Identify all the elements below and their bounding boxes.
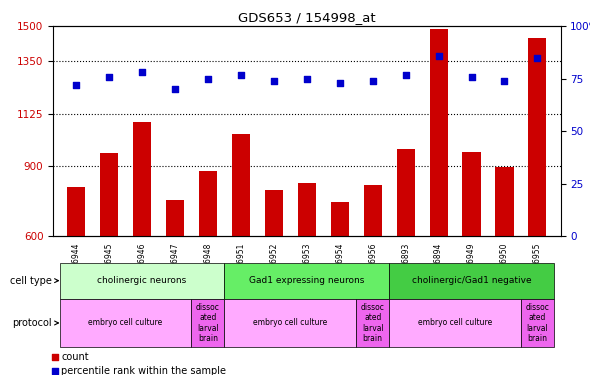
Bar [166,200,184,236]
Bar [521,298,554,347]
Bar [356,298,389,347]
Point [203,76,212,82]
Bar [430,28,448,236]
Point [434,53,443,58]
Text: dissoc
ated
larval
brain: dissoc ated larval brain [360,303,385,343]
Point [533,55,542,61]
Bar [67,187,85,236]
Text: embryo cell culture: embryo cell culture [253,318,327,327]
Point [401,72,411,78]
Bar [363,185,382,236]
Text: cholinergic neurons: cholinergic neurons [97,276,186,285]
Title: GDS653 / 154998_at: GDS653 / 154998_at [238,11,376,24]
Bar [496,167,513,236]
Bar [199,171,217,236]
Bar [389,262,554,298]
Text: dissoc
ated
larval
brain: dissoc ated larval brain [196,303,220,343]
Point [236,72,245,78]
Point [137,69,147,75]
Bar [60,298,192,347]
Text: count: count [61,352,89,362]
Text: embryo cell culture: embryo cell culture [418,318,492,327]
Text: cholinergic/Gad1 negative: cholinergic/Gad1 negative [412,276,532,285]
Text: embryo cell culture: embryo cell culture [88,318,163,327]
Bar [192,298,224,347]
Bar [389,298,521,347]
Text: cell type: cell type [9,276,58,286]
Bar [330,202,349,236]
Bar [529,38,546,236]
Point [500,78,509,84]
Bar [396,149,415,236]
Bar [265,190,283,236]
Point [269,78,278,84]
Point [302,76,312,82]
Point [171,86,180,92]
Bar [100,153,118,236]
Point [104,74,114,80]
Bar [224,262,389,298]
Bar [463,152,481,236]
Text: dissoc
ated
larval
brain: dissoc ated larval brain [526,303,549,343]
Point [71,82,81,88]
Text: protocol: protocol [12,318,58,328]
Bar [232,134,250,236]
Point [335,80,345,86]
Bar [60,262,224,298]
Point [467,74,476,80]
Bar [224,298,356,347]
Point [50,354,60,360]
Point [50,368,60,374]
Text: Gad1 expressing neurons: Gad1 expressing neurons [249,276,365,285]
Text: percentile rank within the sample: percentile rank within the sample [61,366,227,375]
Bar [133,122,151,236]
Point [368,78,378,84]
Bar [298,183,316,236]
